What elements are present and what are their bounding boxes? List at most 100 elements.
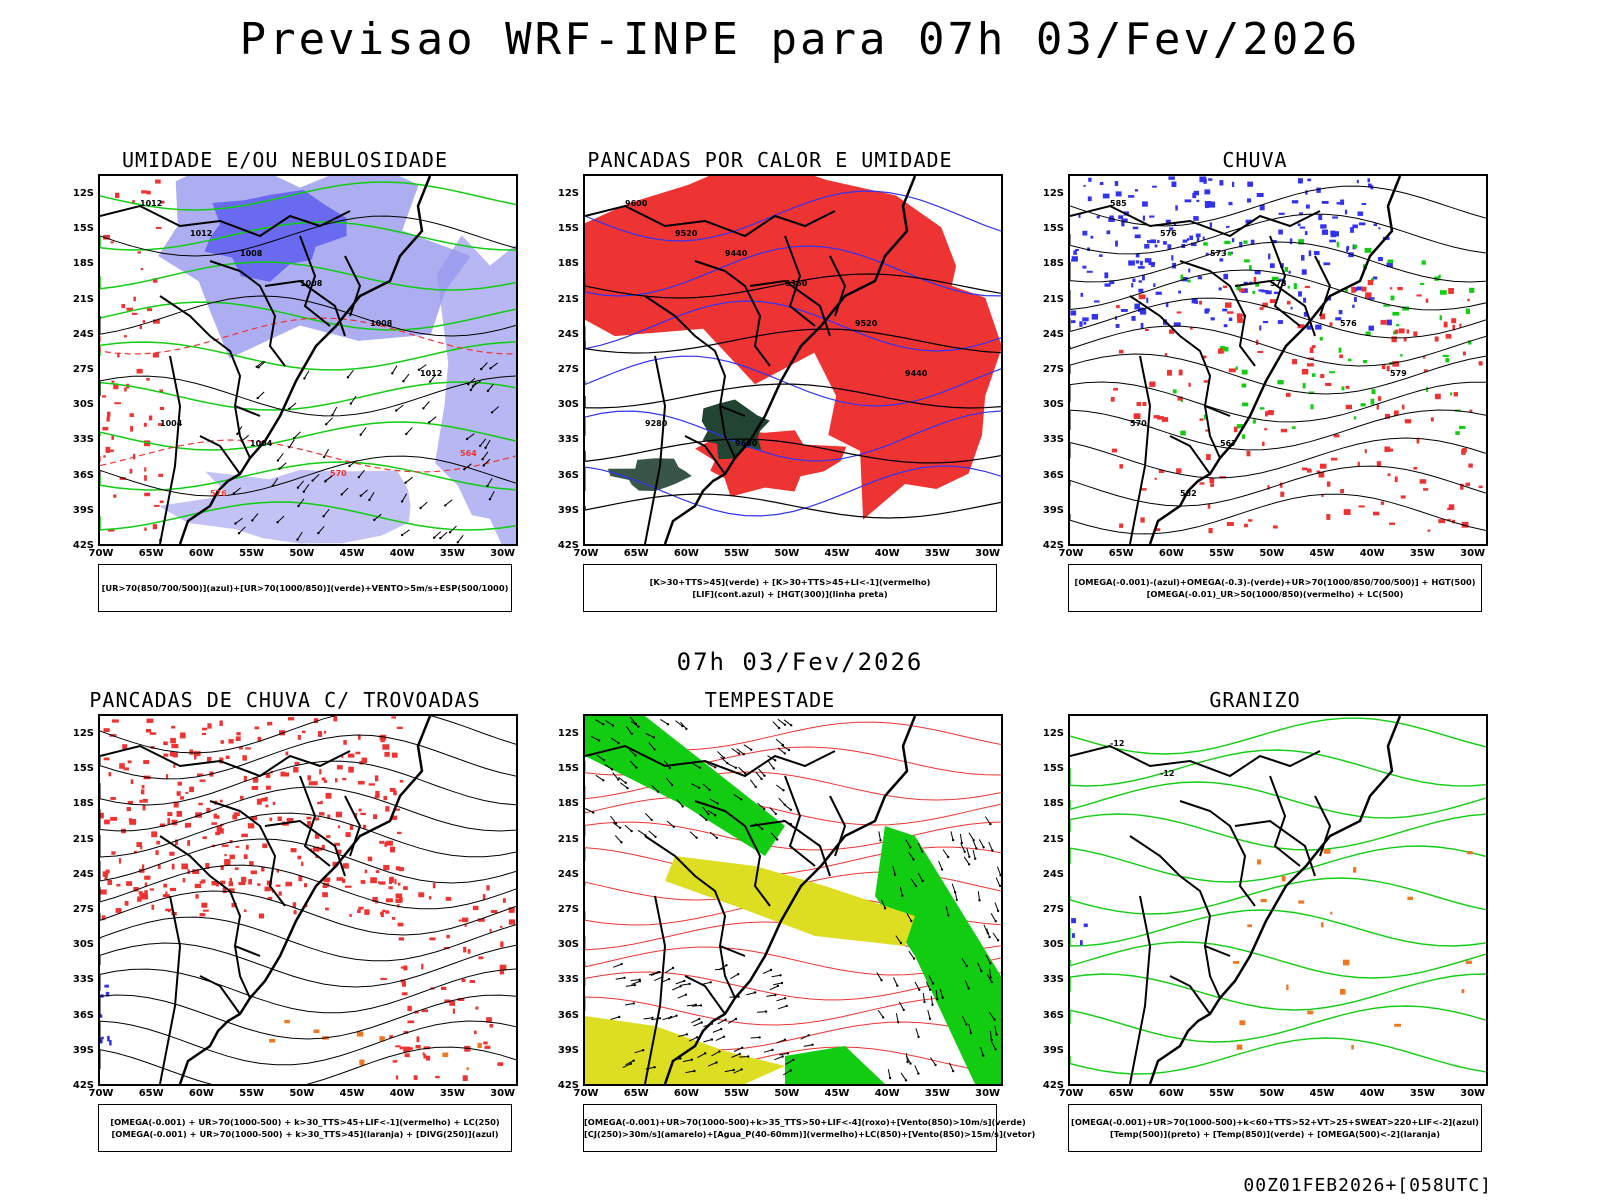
thunderstorm-area — [375, 870, 380, 873]
rain-area — [1320, 374, 1325, 378]
latitude-tick-label: 18S — [72, 798, 94, 810]
omega-area — [1165, 219, 1171, 225]
omega-area — [1168, 176, 1175, 180]
wind-vector — [596, 754, 605, 761]
temperature-speckle — [146, 308, 152, 312]
omega-area — [1153, 283, 1156, 287]
omega-area — [1303, 297, 1307, 303]
rain-area — [1168, 329, 1175, 334]
height-300-contour — [585, 493, 1001, 519]
wind-vector — [604, 763, 613, 770]
wind-vector — [982, 1054, 985, 1057]
longitude-tick-label: 50W — [289, 1088, 315, 1099]
rain-area — [1222, 285, 1227, 289]
precipitable-water-contour — [585, 996, 1001, 1026]
thunderstorm-area — [398, 867, 404, 872]
wind-vector — [278, 467, 281, 470]
longitude-tick-label: 65W — [623, 548, 649, 559]
rain-area — [1467, 298, 1470, 302]
wind-vector — [989, 1031, 993, 1041]
rain-area — [1307, 357, 1314, 360]
longitude-tick-label: 35W — [439, 1088, 465, 1099]
thunderstorm-area — [358, 808, 362, 812]
country-border — [1179, 260, 1256, 367]
strong-omega-area — [1459, 425, 1466, 429]
temperature-speckle — [144, 475, 147, 481]
wind-vector — [610, 1016, 620, 1020]
wind-vector — [893, 977, 898, 986]
omega-500-area — [1353, 867, 1357, 873]
latitude-tick-label: 12S — [557, 188, 579, 199]
strong-omega-area — [1341, 386, 1345, 391]
thunderstorm-area — [219, 880, 226, 885]
omega-area — [1175, 205, 1178, 211]
thunderstorm-area — [247, 823, 255, 829]
wind-vector — [703, 1039, 713, 1043]
thunderstorm-area — [258, 913, 264, 919]
wind-vector — [428, 421, 431, 424]
omega-area — [1356, 179, 1359, 184]
rain-area — [1397, 287, 1403, 291]
temperature-850-contour — [1070, 1037, 1486, 1075]
height-500-contour — [1070, 493, 1486, 535]
omega-area — [1135, 253, 1140, 258]
rain-area — [1351, 287, 1356, 293]
wind-vector — [967, 863, 971, 866]
omega-area — [1239, 241, 1243, 248]
country-border — [1129, 835, 1231, 957]
rain-area — [1434, 393, 1441, 400]
country-border — [1179, 800, 1256, 907]
wind-vector — [982, 846, 985, 849]
latitude-tick-label: 21S — [557, 833, 579, 845]
thunderstorm-area — [165, 908, 172, 912]
wind-vector — [714, 814, 717, 817]
thunderstorm-area — [486, 885, 490, 891]
thunderstorm-area — [228, 739, 234, 744]
temperature-speckle — [155, 226, 162, 229]
thunderstorm-area — [508, 919, 516, 925]
omega-area — [1323, 262, 1331, 266]
wind-vector — [325, 423, 328, 426]
wind-vector — [417, 368, 421, 371]
latitude-tick-label: 30S — [557, 399, 579, 411]
wind-vector — [489, 367, 492, 370]
thunderstorm-area — [124, 901, 129, 906]
wind-vector — [928, 975, 934, 984]
wind-vector — [902, 1008, 905, 1012]
lifted-index-contour — [585, 465, 1001, 517]
strong-omega-area — [1277, 380, 1284, 385]
convection-area — [359, 1059, 365, 1066]
wind-vector — [625, 984, 635, 987]
wind-vector — [761, 827, 764, 831]
longitude-tick-label: 70W — [1058, 1088, 1084, 1099]
wind-vector — [312, 474, 320, 481]
thunderstorm-area — [395, 898, 402, 903]
divergence-area — [100, 1036, 104, 1040]
strong-omega-area — [1360, 403, 1366, 407]
thunderstorm-area — [462, 917, 469, 923]
omega-area — [1121, 218, 1128, 223]
rain-area — [1376, 404, 1379, 410]
wind-vector — [717, 751, 725, 759]
wind-vector — [786, 1052, 790, 1055]
thunderstorm-area — [462, 1075, 468, 1081]
wind-vector — [472, 384, 475, 388]
omega-area — [1315, 324, 1322, 330]
omega-area — [1354, 287, 1358, 292]
wind-vector — [743, 744, 752, 751]
thunderstorm-area — [401, 981, 406, 987]
rain-area — [1306, 468, 1312, 473]
wind-vector — [988, 968, 992, 978]
wind-vector — [256, 360, 264, 368]
omega-500-area — [1466, 851, 1473, 855]
longitude-tick-label: 45W — [1309, 1088, 1335, 1099]
wind-vector — [482, 451, 489, 460]
thunderstorm-area — [348, 766, 354, 773]
wind-vector — [931, 982, 935, 985]
thunderstorm-area — [122, 744, 128, 750]
wind-vector — [605, 720, 614, 726]
thunderstorm-area — [323, 877, 331, 882]
thunderstorm-area — [272, 801, 276, 805]
thunderstorm-area — [241, 833, 248, 838]
